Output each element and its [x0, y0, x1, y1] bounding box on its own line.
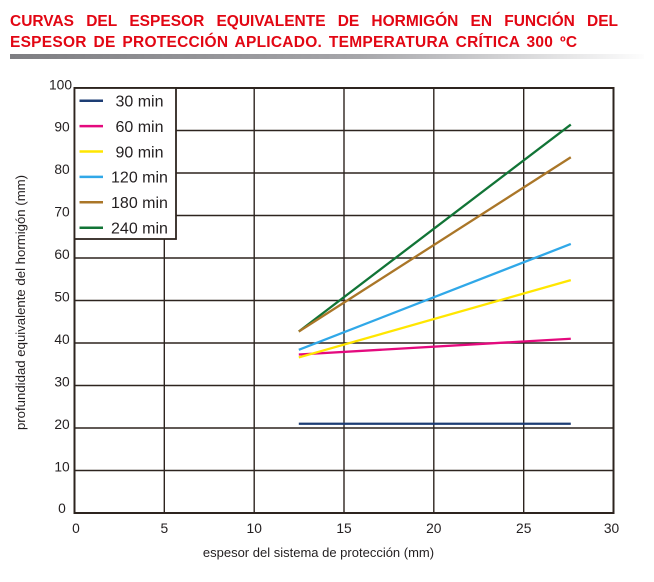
svg-text:80: 80 [54, 162, 70, 177]
svg-text:20: 20 [54, 417, 70, 432]
svg-text:50: 50 [54, 290, 70, 305]
svg-text:90 min: 90 min [115, 144, 163, 161]
svg-text:60: 60 [54, 247, 70, 262]
svg-text:70: 70 [54, 205, 70, 220]
svg-text:20: 20 [426, 521, 442, 536]
svg-text:25: 25 [516, 521, 532, 536]
svg-text:60 min: 60 min [115, 119, 163, 136]
svg-text:40: 40 [54, 332, 70, 347]
svg-text:5: 5 [160, 521, 168, 536]
svg-text:30: 30 [54, 375, 70, 390]
svg-text:120 min: 120 min [111, 170, 168, 187]
svg-text:90: 90 [54, 120, 70, 135]
svg-text:profundidad equivalente del ho: profundidad equivalente del hormigón (mm… [13, 175, 28, 430]
svg-text:180 min: 180 min [111, 195, 168, 212]
svg-text:0: 0 [72, 521, 80, 536]
svg-text:30: 30 [604, 521, 620, 536]
svg-text:10: 10 [54, 460, 70, 475]
svg-text:15: 15 [336, 521, 352, 536]
svg-text:10: 10 [247, 521, 263, 536]
svg-text:100: 100 [49, 78, 72, 93]
svg-text:0: 0 [58, 501, 66, 516]
svg-text:30 min: 30 min [115, 94, 163, 111]
svg-text:espesor del sistema de protecc: espesor del sistema de protección (mm) [203, 545, 434, 560]
svg-text:240 min: 240 min [111, 221, 168, 238]
